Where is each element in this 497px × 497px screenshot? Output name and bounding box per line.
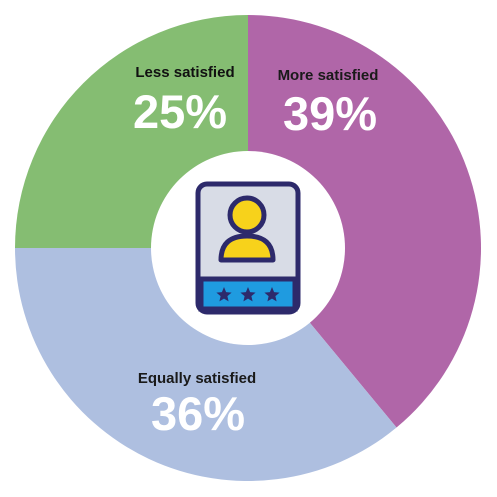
slice-value-less-satisfied: 25% [133, 85, 227, 138]
slice-value-equally-satisfied: 36% [151, 387, 245, 440]
slice-label-equally-satisfied: Equally satisfied [138, 370, 256, 387]
slice-label-more-satisfied: More satisfied [278, 67, 379, 84]
slice-label-less-satisfied: Less satisfied [135, 64, 234, 81]
slice-more-satisfied [248, 15, 482, 428]
star-icon [240, 287, 256, 302]
slice-value-more-satisfied: 39% [283, 87, 377, 140]
star-icon [216, 287, 232, 302]
user-profile-card-icon [195, 181, 301, 315]
star-icon [264, 287, 280, 302]
slice-equally-satisfied [15, 248, 397, 482]
